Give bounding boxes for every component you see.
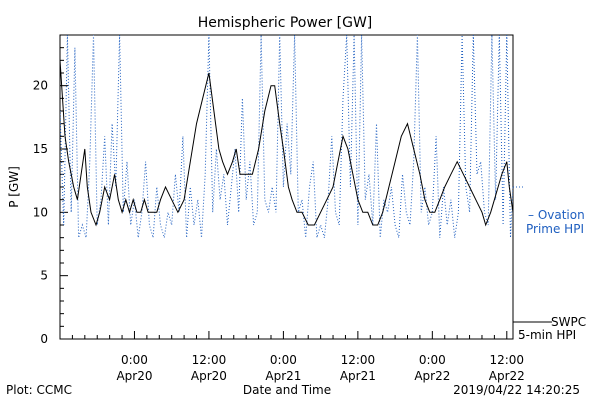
swpc-legend-line1: SWPC <box>551 315 586 329</box>
series-group <box>60 35 513 238</box>
y-axis: 0 5 10 15 20 <box>33 34 68 346</box>
x-axis: 0:00 Apr20 12:00 Apr20 0:00 Apr21 12:00 Apr21 0:… <box>59 331 525 383</box>
footer-left: Plot: CCMC <box>6 383 72 397</box>
y-axis-label: P [GW] <box>7 166 21 208</box>
x-tick-time-label: 12:00 <box>341 353 376 367</box>
swpc-legend-line2: 5-min HPI <box>518 328 576 342</box>
x-tick-date-label: Apr20 <box>191 369 227 383</box>
y-tick-label: 10 <box>33 205 48 219</box>
x-tick-date-label: Apr22 <box>489 369 525 383</box>
y-tick-label: 15 <box>33 142 48 156</box>
ovation-prime-series-line <box>60 35 513 238</box>
ovation-legend-line1: – Ovation <box>528 208 585 222</box>
y-tick-label: 5 <box>40 269 48 283</box>
x-tick-date-label: Apr20 <box>116 369 152 383</box>
x-tick-time-label: 12:00 <box>489 353 524 367</box>
x-tick-date-label: Apr22 <box>414 369 450 383</box>
ovation-legend-line2: Prime HPI <box>526 222 584 236</box>
x-axis-label: Date and Time <box>243 383 331 397</box>
x-tick-time-label: 0:00 <box>121 353 148 367</box>
y-tick-label: 0 <box>40 332 48 346</box>
footer-right: 2019/04/22 14:20:25 <box>453 383 580 397</box>
x-tick-date-label: Apr21 <box>340 369 376 383</box>
x-tick-date-label: Apr21 <box>265 369 301 383</box>
x-tick-time-label: 0:00 <box>419 353 446 367</box>
x-tick-time-label: 12:00 <box>192 353 227 367</box>
chart-title: Hemispheric Power [GW] <box>198 15 373 31</box>
y-tick-label: 20 <box>33 79 48 93</box>
x-tick-time-label: 0:00 <box>270 353 297 367</box>
swpc-hpi-series-line <box>60 60 513 227</box>
